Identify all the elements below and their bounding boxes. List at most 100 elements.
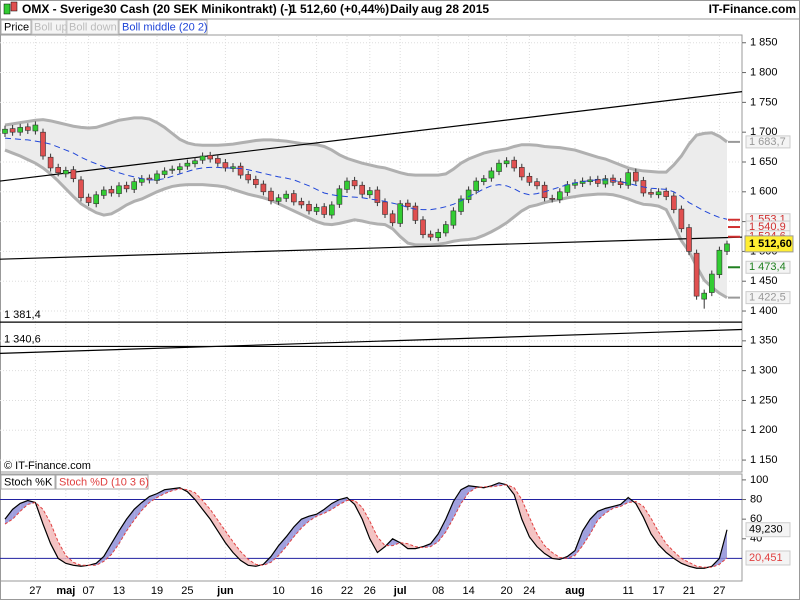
- x-tick-label: aug: [565, 585, 585, 597]
- kd-fill: [126, 509, 135, 531]
- candle-body: [344, 180, 350, 190]
- candle-body: [716, 249, 723, 275]
- kd-fill: [195, 492, 203, 510]
- price-tag: 1 683,7: [749, 136, 786, 148]
- legend-label[interactable]: Stoch %D (10 3 6): [59, 476, 149, 488]
- candle-body: [321, 206, 328, 215]
- band-line: [4, 116, 728, 177]
- kd-fill: [301, 516, 309, 528]
- candle-body: [184, 162, 191, 167]
- candle-body: [290, 193, 297, 203]
- x-tick-label: 27: [29, 585, 41, 597]
- kd-fill: [286, 527, 294, 547]
- x-tick-label: 13: [113, 585, 125, 597]
- candle-body: [9, 128, 16, 133]
- level-label: 1 340,6: [4, 333, 41, 345]
- legend-label[interactable]: Stoch %K: [4, 476, 53, 488]
- candle-body: [708, 273, 715, 293]
- kd-fill: [673, 551, 682, 564]
- y-tick-label: 1 700: [750, 126, 778, 138]
- y-tick-label: 60: [750, 513, 762, 525]
- trendline: [0, 328, 743, 354]
- price-tag-box: [745, 291, 791, 305]
- price-tag-box: [745, 260, 791, 274]
- y-tick-label: 1 250: [750, 394, 778, 406]
- candle-body: [215, 158, 221, 164]
- kd-fill: [590, 511, 598, 534]
- x-tick-label: 21: [683, 585, 695, 597]
- kd-fill: [111, 530, 119, 555]
- candle-body: [313, 206, 320, 212]
- candle-body: [2, 128, 8, 134]
- logo-down: [10, 1, 18, 12]
- kd-fill: [537, 533, 545, 554]
- candle-body: [617, 181, 624, 185]
- x-tick-label: 10: [272, 585, 284, 597]
- candle-body: [442, 224, 449, 234]
- candle-body: [503, 160, 510, 165]
- legend-label[interactable]: Boll middle (20 2): [122, 21, 208, 33]
- candle-body: [366, 190, 373, 196]
- candle-body: [24, 126, 31, 131]
- legend-button[interactable]: [66, 19, 119, 35]
- candle-body: [161, 170, 168, 175]
- kd-fill: [438, 519, 446, 542]
- y-tick-label: 1 650: [750, 156, 778, 168]
- last-price-box: [744, 235, 794, 253]
- candle-body: [397, 203, 404, 224]
- last-value-label: 20,451: [749, 552, 783, 564]
- y-tick-label: 1 150: [750, 454, 778, 466]
- candle-body: [78, 179, 84, 199]
- candle-body: [435, 232, 442, 239]
- candle-body: [526, 175, 533, 183]
- candle-body: [496, 162, 502, 172]
- x-tick-label: 14: [462, 585, 474, 597]
- kd-fill: [407, 543, 416, 549]
- kd-fill: [248, 559, 256, 567]
- kd-fill: [149, 493, 157, 503]
- kd-fill: [119, 519, 127, 544]
- candle-body: [382, 201, 388, 215]
- candle-body: [62, 170, 69, 175]
- legend-button[interactable]: [0, 19, 32, 35]
- candle-body: [70, 169, 77, 179]
- candle-body: [131, 181, 137, 190]
- candle-body: [458, 198, 464, 212]
- legend-button[interactable]: [55, 474, 149, 490]
- x-tick-label: 16: [310, 585, 322, 597]
- candle-body: [154, 173, 160, 181]
- date: aug 28 2015: [421, 2, 489, 16]
- y-tick-label: 1 350: [750, 335, 778, 347]
- candle-body: [192, 160, 198, 165]
- candle-body: [473, 180, 480, 191]
- candle-body: [298, 201, 305, 206]
- candle-body: [123, 184, 130, 190]
- candle-body: [678, 208, 685, 230]
- candle-body: [222, 162, 229, 169]
- x-tick-label: 11: [622, 585, 633, 597]
- legend-label[interactable]: Boll up: [34, 21, 68, 33]
- legend-label[interactable]: Boll down: [69, 21, 117, 33]
- candle-body: [420, 219, 426, 236]
- candle-body: [169, 168, 175, 171]
- last-value-box: [745, 522, 791, 538]
- candle-body: [336, 188, 343, 205]
- x-tick-label: 26: [364, 585, 376, 597]
- logo-up: [3, 3, 11, 15]
- legend-label[interactable]: Price: [4, 21, 29, 33]
- legend-button[interactable]: [0, 474, 56, 490]
- kd-fill: [445, 501, 454, 532]
- legend-button[interactable]: [31, 19, 67, 35]
- candle-body: [564, 184, 571, 193]
- kd-fill: [643, 506, 651, 534]
- source: IT-Finance.com: [709, 2, 796, 16]
- last-price-label: 1 512,60: [749, 238, 792, 250]
- kd-fill: [240, 551, 249, 566]
- legend-button[interactable]: [118, 19, 208, 35]
- kd-fill: [552, 552, 560, 560]
- kd-fill: [157, 489, 165, 498]
- kd-fill: [658, 531, 667, 553]
- candle-body: [412, 205, 419, 221]
- y-tick-label: 1 450: [750, 275, 778, 287]
- x-tick-label: 08: [432, 585, 444, 597]
